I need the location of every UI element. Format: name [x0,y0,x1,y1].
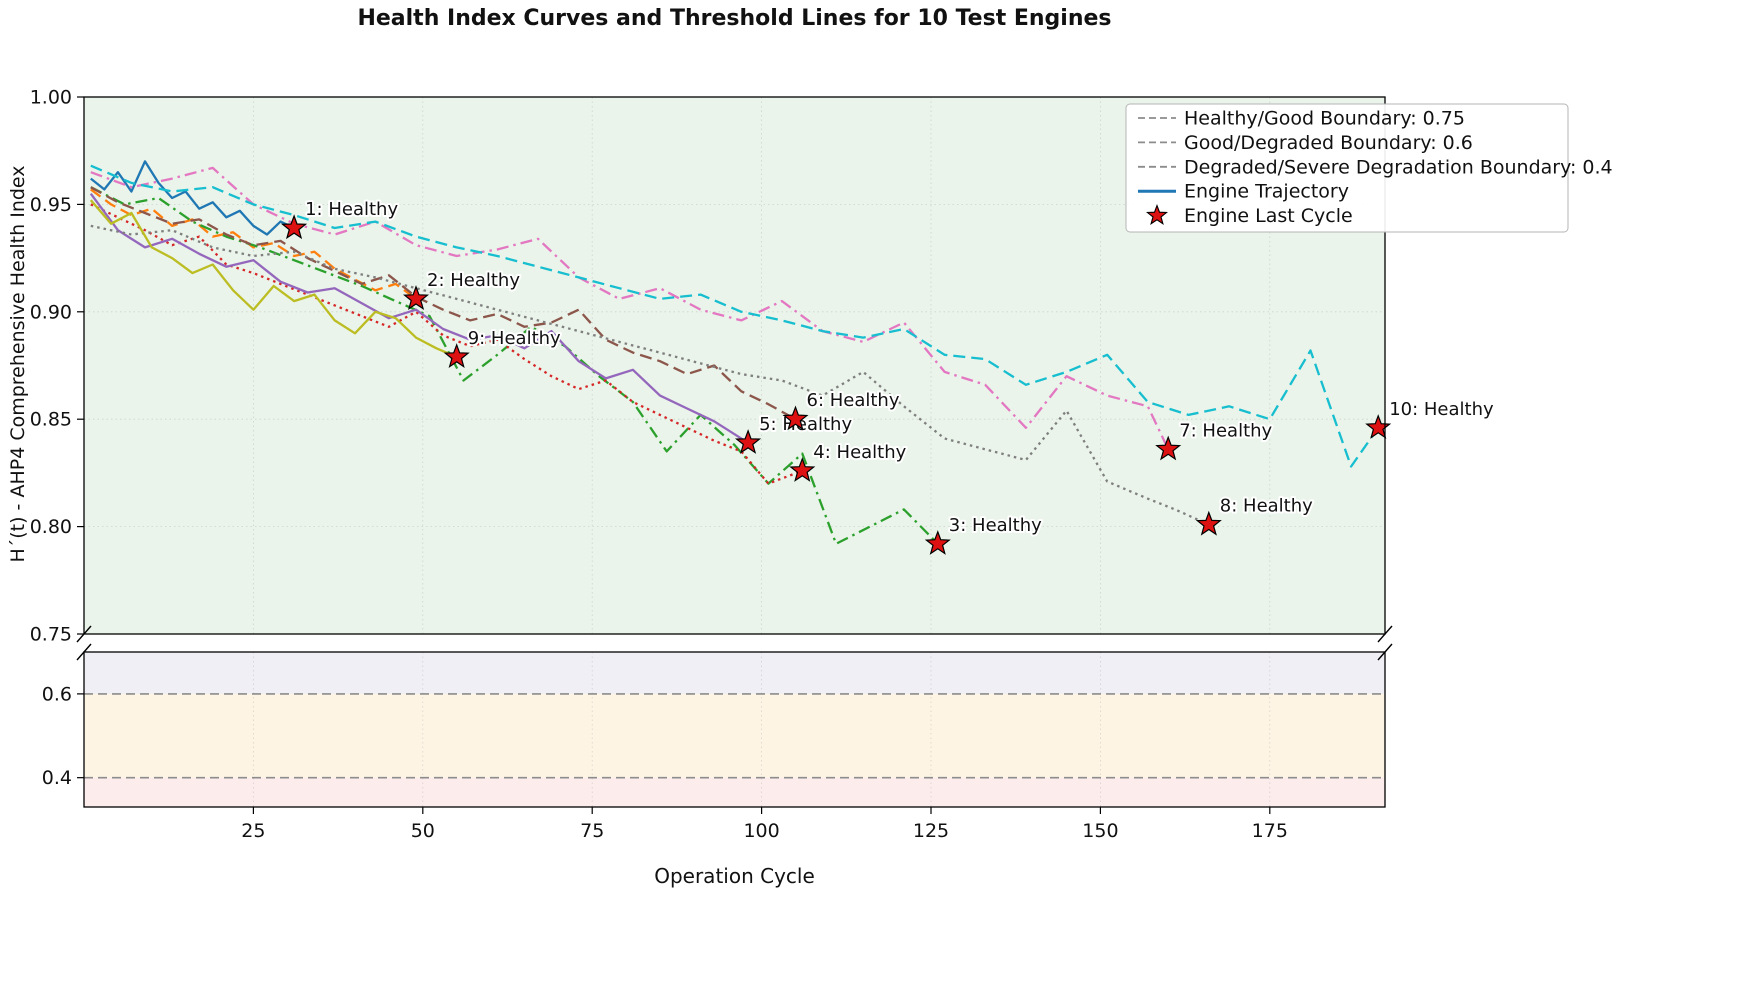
engine-last-cycle-star [734,429,762,454]
legend: Healthy/Good Boundary: 0.75Good/Degraded… [1125,103,1613,233]
zone-band-2 [84,777,1385,807]
engine-status-annotation: 2: Healthy [427,270,520,291]
y-tick-label: 0.80 [30,516,72,538]
engine-last-cycle-star [443,343,470,368]
chart-title: Health Index Curves and Threshold Lines … [357,6,1112,31]
axis-ticks: 1.00 0.95 0.90 0.85 0.80 0.75 0.6 0.4 25 50 75 100 1… [30,87,1288,843]
grid-lines [84,97,1385,807]
x-axis-label: Operation Cycle [654,864,815,888]
legend-entry-label: Engine Trajectory [1184,181,1349,203]
engine-last-cycle-star [1155,435,1182,461]
x-tick-label: 150 [1082,820,1118,842]
trajectory-engine-7 [90,166,1170,450]
zone-band-0 [84,652,1385,694]
engine-status-annotation: 4: Healthy [813,442,906,463]
legend-box [1125,103,1569,233]
trajectory-engine-9 [89,199,458,358]
engine-last-cycle-star [1365,414,1392,439]
engine-status-annotation: 1: Healthy [305,199,398,220]
axis-break-mark [1377,625,1393,643]
legend-star-sample [1146,204,1168,225]
engine-status-annotation: 8: Healthy [1220,496,1313,517]
trajectory-engine-4 [90,203,803,485]
y-tick-label: 0.90 [30,301,72,323]
y-tick-label: 0.85 [30,409,72,431]
y-tick-label: 0.95 [30,194,72,216]
trajectory-engine-3 [90,186,939,545]
legend-entry-label: Degraded/Severe Degradation Boundary: 0.… [1184,156,1613,178]
trajectory-engine-1 [90,160,295,236]
engine-status-annotation: 3: Healthy [949,515,1042,536]
x-tick-label: 75 [580,820,604,842]
x-tick-label: 50 [411,820,435,842]
engine-last-cycle-star [402,285,430,310]
engine-trajectories [89,160,1380,545]
legend-entry-label: Engine Last Cycle [1184,205,1353,227]
axis-break-mark [1377,643,1393,661]
legend-entry-label: Healthy/Good Boundary: 0.75 [1184,108,1465,130]
engine-status-annotation: 9: Healthy [468,328,561,349]
axis-break-mark [76,643,92,661]
y-tick-label: 0.4 [42,767,72,789]
top-panel-frame [83,96,1386,635]
trajectory-engine-8 [90,224,1210,526]
zone-band-1 [84,693,1385,778]
engine-last-cycle-star [782,405,809,431]
x-tick-label: 25 [241,820,265,842]
trajectory-engine-10 [90,164,1380,468]
bottom-panel-frame [83,651,1386,808]
trajectory-engine-6 [90,186,797,421]
trajectory-engine-5 [89,193,749,444]
x-tick-label: 175 [1252,820,1288,842]
engine-last-cycle-star [1195,510,1222,536]
y-tick-label: 1.00 [30,87,72,109]
engine-status-annotation: 10: Healthy [1389,399,1494,420]
engine-status-annotation: 7: Healthy [1179,420,1272,441]
x-tick-label: 125 [913,820,949,842]
engine-last-cycle-star [789,457,816,482]
engine-last-cycle-star [280,214,308,240]
legend-entry-label: Good/Degraded Boundary: 0.6 [1184,132,1473,154]
y-tick-label: 0.75 [30,624,72,646]
engine-last-cycle-star [924,530,951,555]
engine-status-annotation: 6: Healthy [807,390,900,411]
y-tick-label: 0.6 [42,683,72,705]
x-tick-label: 100 [743,820,779,842]
